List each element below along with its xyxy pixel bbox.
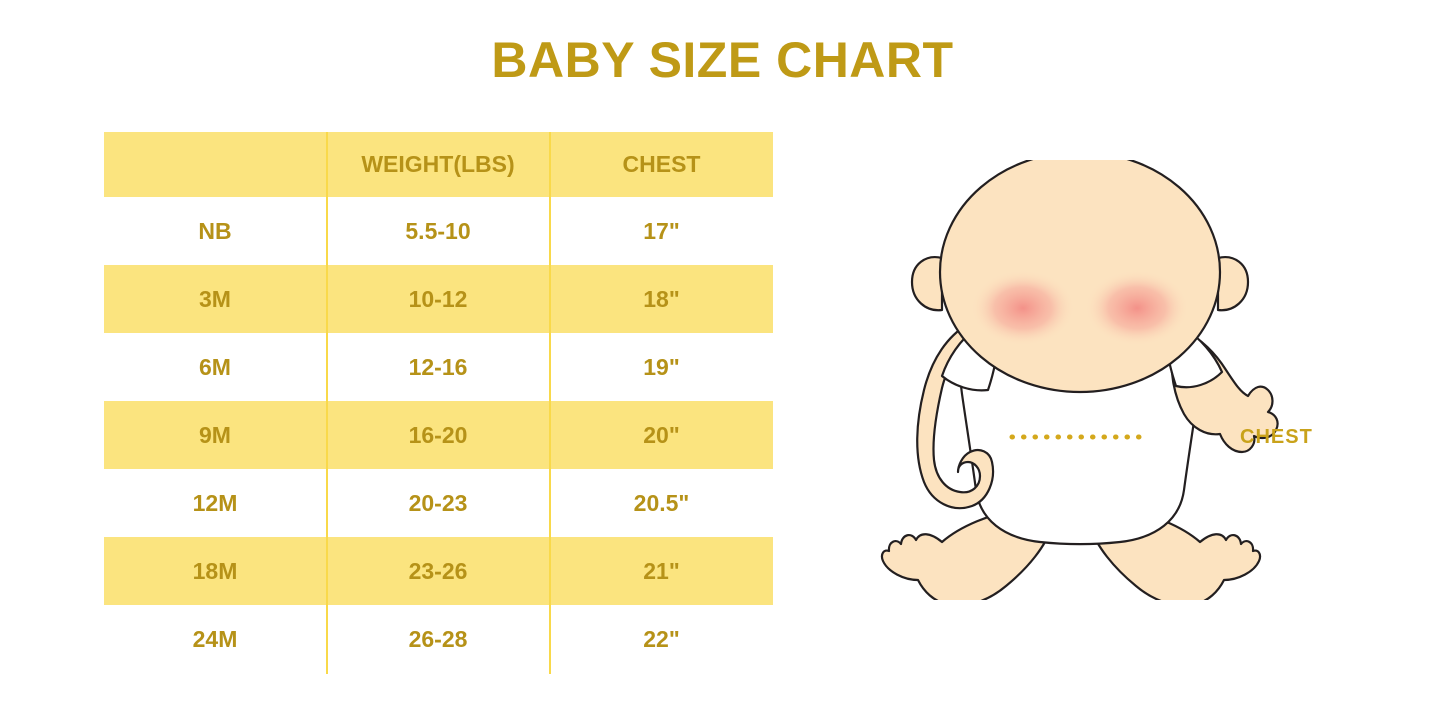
- cell-chest: 21": [643, 557, 680, 584]
- table-column-divider-left: [326, 132, 328, 674]
- table-row: 9M 16-20 20": [104, 401, 773, 469]
- baby-right-cheek: [1085, 270, 1189, 346]
- size-chart-table: WEIGHT(LBS) CHEST NB 5.5-10 17" 3M 10-12…: [104, 132, 773, 673]
- table-row: 12M 20-23 20.5": [104, 469, 773, 537]
- cell-chest: 22": [643, 625, 680, 652]
- table-row: 6M 12-16 19": [104, 333, 773, 401]
- column-header-weight: WEIGHT(LBS): [361, 151, 515, 177]
- cell-chest: 17": [643, 217, 680, 244]
- baby-left-arm: [916, 322, 995, 510]
- table-column-divider-right: [549, 132, 551, 674]
- cell-weight: 16-20: [408, 421, 468, 448]
- table-body: NB 5.5-10 17" 3M 10-12 18" 6M 12-16 19" …: [104, 197, 773, 673]
- page-title: BABY SIZE CHART: [491, 32, 954, 88]
- chest-callout-label: CHEST: [1240, 426, 1313, 448]
- cell-chest: 20.5": [633, 489, 690, 516]
- cell-size: 3M: [199, 285, 231, 312]
- column-header-size: [104, 132, 326, 197]
- cell-size: 6M: [199, 353, 231, 380]
- table-row: 24M 26-28 22": [104, 605, 773, 673]
- cell-weight: 26-28: [408, 625, 468, 652]
- cell-weight: 23-26: [408, 557, 468, 584]
- cell-size: 18M: [192, 557, 238, 584]
- baby-left-ear: [910, 256, 944, 312]
- cell-chest: 20": [643, 421, 680, 448]
- cell-chest: 18": [643, 285, 680, 312]
- baby-left-cheek: [971, 270, 1075, 346]
- table-row: NB 5.5-10 17": [104, 197, 773, 265]
- cell-weight: 12-16: [408, 353, 468, 380]
- column-header-chest: CHEST: [622, 151, 701, 177]
- table-header-row: WEIGHT(LBS) CHEST: [104, 132, 773, 197]
- cell-chest: 19": [643, 353, 680, 380]
- baby-head-shape: [938, 160, 1222, 394]
- cell-size: 9M: [199, 421, 231, 448]
- baby-right-ear: [1216, 256, 1250, 312]
- cell-weight: 10-12: [408, 285, 468, 312]
- cell-size: 24M: [192, 625, 238, 652]
- cell-size: NB: [198, 217, 232, 244]
- cell-weight: 5.5-10: [405, 217, 471, 244]
- table-row: 18M 23-26 21": [104, 537, 773, 605]
- table-row: 3M 10-12 18": [104, 265, 773, 333]
- cell-weight: 20-23: [408, 489, 468, 516]
- cell-size: 12M: [192, 489, 238, 516]
- baby-illustration: [880, 160, 1280, 600]
